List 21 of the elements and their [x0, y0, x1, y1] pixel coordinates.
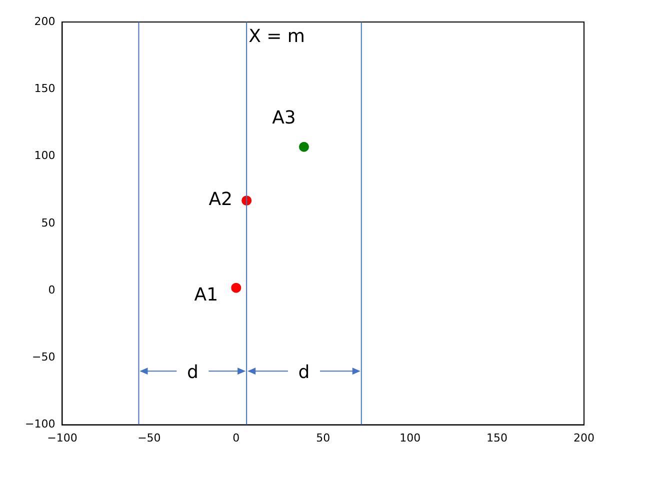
point [298, 142, 309, 152]
y-tick-label: 100 [34, 149, 56, 162]
annotation: A3 [272, 108, 296, 129]
x-tick-label: 100 [400, 431, 421, 444]
point [231, 282, 242, 293]
y-tick-label: −50 [32, 350, 56, 364]
x-tick-label: 150 [486, 431, 508, 444]
y-tick-label: 50 [41, 216, 56, 230]
x-tick-label: 50 [316, 431, 330, 444]
annotation: A2 [208, 189, 232, 210]
y-tick-label: 0 [48, 283, 56, 296]
x-tick-label: −50 [138, 431, 161, 444]
x-tick-label: 200 [574, 431, 594, 444]
annotation: A1 [194, 284, 218, 306]
y-tick-label: −100 [24, 418, 56, 431]
annotation: d [186, 362, 198, 383]
ref-line-label: X = m [248, 26, 305, 47]
y-tick-label: 150 [34, 82, 56, 95]
x-tick-label: 0 [232, 431, 240, 444]
y-tick-label: 200 [34, 14, 56, 28]
annotation: d [298, 362, 310, 383]
